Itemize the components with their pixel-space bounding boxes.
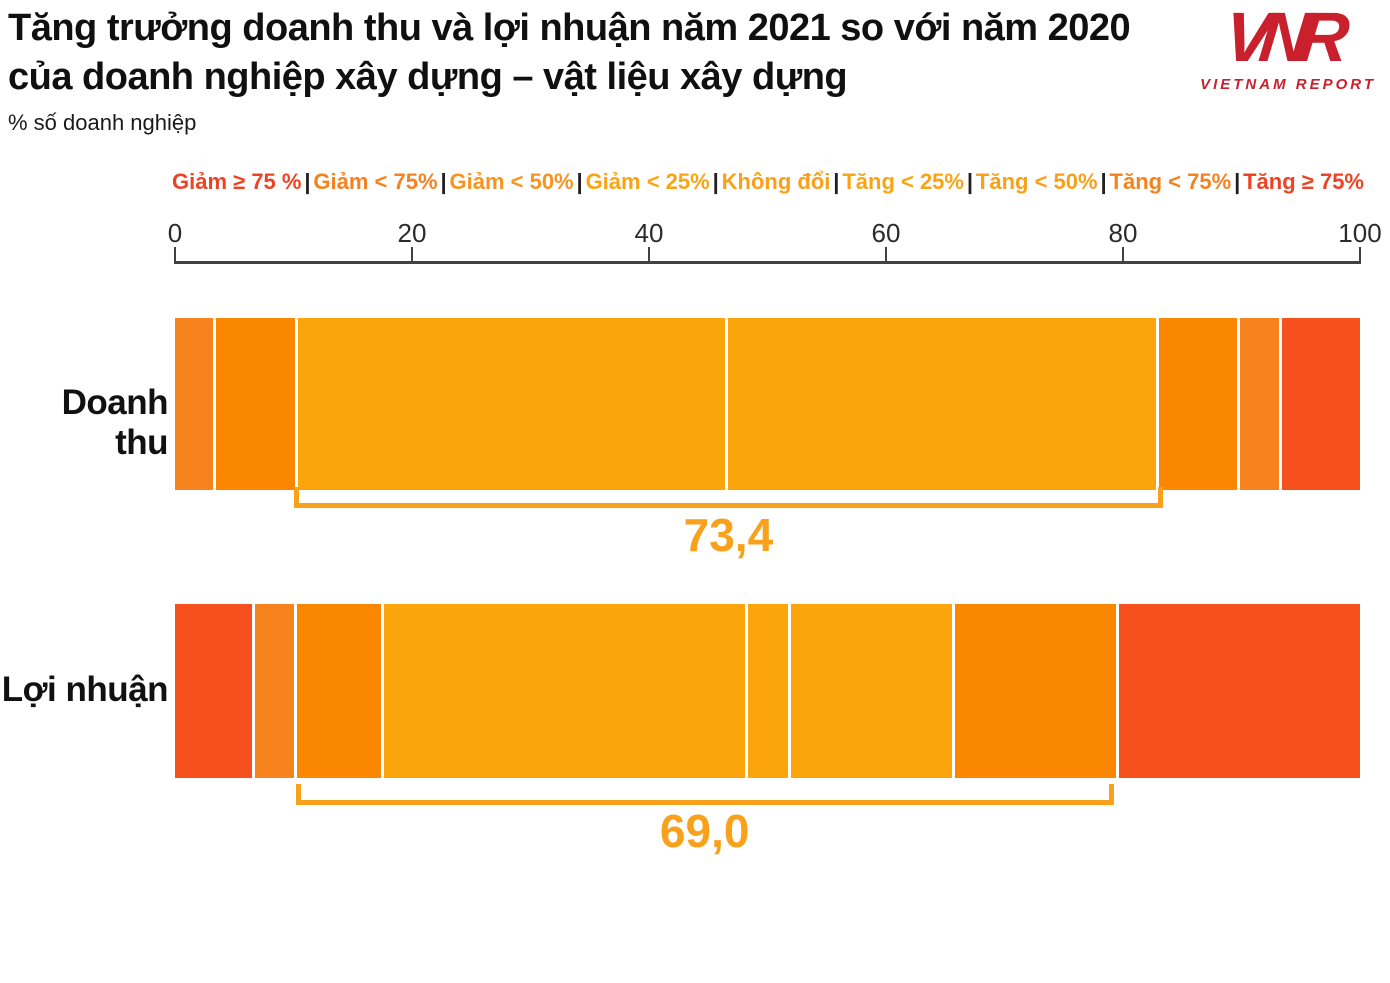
vnr-logo-caption: VIETNAM REPORT [1200,76,1376,93]
bar-segment [1237,318,1279,490]
bar-segment [294,604,382,778]
range-bracket [295,784,1114,805]
legend-separator: | [1100,169,1107,194]
legend-item: Tăng < 50% [975,169,1098,194]
range-bracket-value: 73,4 [683,509,774,561]
bar-segment [251,604,295,778]
legend-separator: | [966,169,974,194]
range-bracket-value: 69,0 [659,805,750,857]
legend-separator: | [1234,169,1241,194]
legend: Giảm ≥ 75 % | Giảm < 75% | Giảm < 50% | Giảm <… [172,169,1364,195]
legend-separator: | [576,169,583,194]
chart-title-line2: của doanh nghiệp xây dựng – vật liệu xây… [8,55,848,98]
legend-item: Giảm < 50% [449,169,574,194]
bar-segment [175,318,214,490]
bar-segment [1156,318,1238,490]
bar-segment [1116,604,1361,778]
legend-separator: | [833,169,840,194]
bar-segment [787,604,953,778]
x-axis-tick-mark [411,247,413,264]
bar-segment [175,604,252,778]
x-axis-tick-label: 100 [1338,218,1382,248]
legend-item: Tăng < 25% [842,169,964,194]
legend-separator: | [440,169,447,194]
legend-separator: | [712,169,719,194]
legend-separator: | [304,169,311,194]
legend-item: Tăng < 75% [1109,169,1232,194]
range-bracket [293,487,1164,508]
stacked-bar [175,604,1361,778]
x-axis-tick-label: 0 [167,218,183,248]
chart-title: Tăng trưởng doanh thu và lợi nhuận năm 2… [8,4,1131,101]
x-axis-tick-mark [648,247,650,264]
legend-item: Giảm ≥ 75 % [172,169,302,194]
x-axis-tick-mark [1122,247,1124,264]
bar-segment [294,318,726,490]
x-axis-tick-label: 20 [397,218,427,248]
stacked-bar [175,318,1360,490]
legend-item: Không đổi [721,169,831,194]
vnr-logo: VNR VIETNAM REPORT [1200,0,1376,93]
bar-segment [745,604,788,778]
legend-item: Giảm < 75% [313,169,438,194]
legend-item: Giảm < 25% [585,169,710,194]
x-axis-tick-mark [885,247,887,264]
x-axis-tick-mark [1359,247,1361,264]
bar-row-label: Lợi nhuận [1,670,169,709]
bar-segment [381,604,746,778]
axis-unit-label: % số doanh nghiệp [8,110,197,135]
bar-segment [725,318,1157,490]
bar-segment [952,604,1117,778]
chart-title-line1: Tăng trưởng doanh thu và lợi nhuận năm 2… [8,7,1131,49]
plot-area: 0 20 40 60 80 100 73,4 69,0 [168,0,1382,983]
x-axis-tick-label: 40 [634,218,664,248]
legend-item: Tăng ≥ 75% [1243,169,1364,194]
x-axis-tick-label: 80 [1108,218,1138,248]
bar-segment [213,318,295,490]
x-axis: 0 20 40 60 80 100 [168,218,1382,264]
x-axis-tick-label: 60 [871,218,901,248]
x-axis-tick-mark [174,247,176,264]
bar-row-label: Doanh thu [61,383,169,462]
bar-segment [1278,318,1360,490]
x-axis-line [175,261,1360,264]
